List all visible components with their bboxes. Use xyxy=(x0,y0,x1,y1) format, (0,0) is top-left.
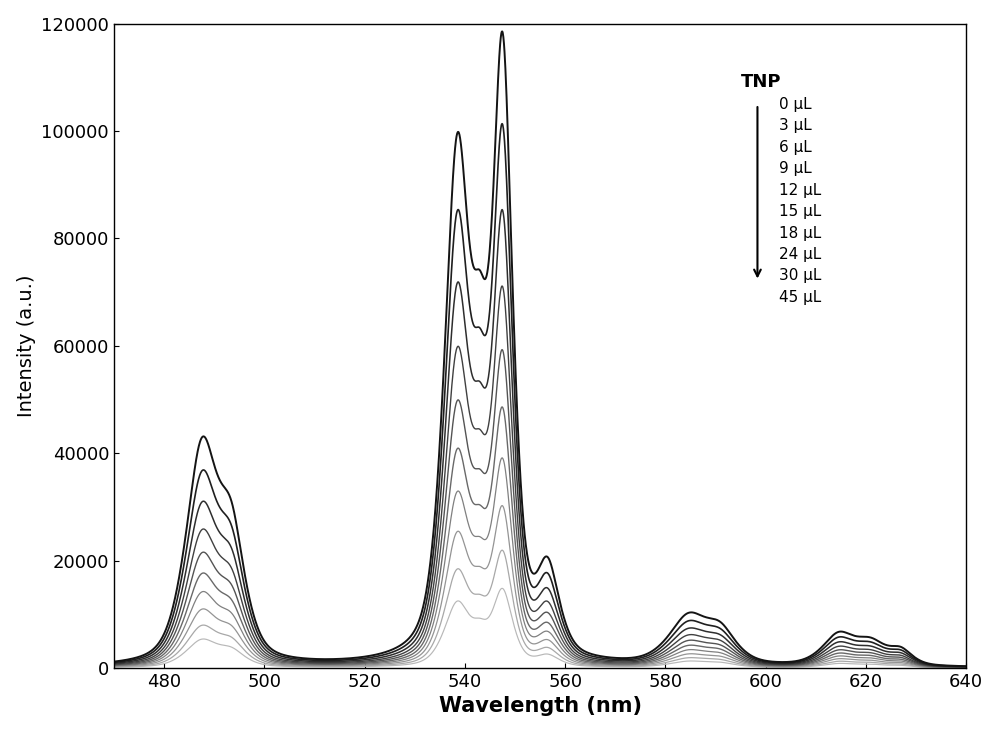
Text: 6 μL: 6 μL xyxy=(779,140,812,155)
Text: 30 μL: 30 μL xyxy=(779,268,821,284)
X-axis label: Wavelength (nm): Wavelength (nm) xyxy=(439,696,642,716)
Text: 3 μL: 3 μL xyxy=(779,118,812,133)
Text: 24 μL: 24 μL xyxy=(779,247,821,262)
Text: 12 μL: 12 μL xyxy=(779,183,821,198)
Y-axis label: Intensity (a.u.): Intensity (a.u.) xyxy=(17,275,36,417)
Text: 45 μL: 45 μL xyxy=(779,290,821,305)
Text: 9 μL: 9 μL xyxy=(779,161,812,176)
Text: 18 μL: 18 μL xyxy=(779,226,821,240)
Text: TNP: TNP xyxy=(740,73,781,92)
Text: 0 μL: 0 μL xyxy=(779,97,811,111)
Text: 15 μL: 15 μL xyxy=(779,204,821,219)
